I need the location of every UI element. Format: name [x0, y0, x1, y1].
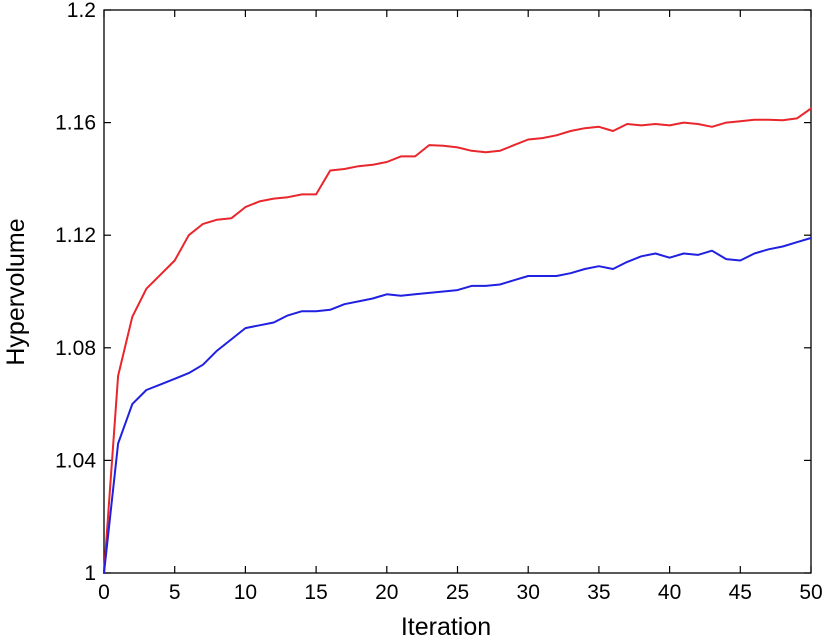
- x-tick-label: 5: [169, 581, 181, 604]
- x-tick-label: 25: [446, 581, 469, 604]
- x-tick-label: 40: [658, 581, 681, 604]
- series-line-1: [103, 107, 812, 574]
- x-axis-title: Iteration: [401, 613, 491, 640]
- x-tick-label: 10: [234, 581, 257, 604]
- x-tick-label: 0: [98, 581, 110, 604]
- x-tick-label: 50: [799, 581, 822, 604]
- plot-border: [103, 9, 812, 574]
- y-tick-label: 1.08: [55, 337, 96, 360]
- x-tick-label: 15: [304, 581, 327, 604]
- x-tick-label: 45: [729, 581, 752, 604]
- y-tick-label: 1.2: [67, 0, 96, 22]
- x-tick-label: 20: [375, 581, 398, 604]
- y-tick-label: 1.04: [55, 449, 96, 472]
- y-tick-label: 1.16: [55, 112, 96, 135]
- x-tick-label: 35: [587, 581, 610, 604]
- tick-labels: 0 5 10 15 20 25 30 35 40 45 50 1 1.04 1.08 1.12 1.16 1.2: [55, 0, 823, 604]
- y-tick-label: 1.12: [55, 224, 96, 247]
- x-tick-label: 30: [517, 581, 540, 604]
- axis-ticks: [103, 9, 812, 574]
- plot-frame: [103, 9, 812, 574]
- y-tick-label: 1: [84, 562, 96, 585]
- series-lines: [103, 107, 812, 574]
- y-axis-title: Hypervolume: [2, 218, 30, 365]
- series-line-2: [103, 237, 812, 574]
